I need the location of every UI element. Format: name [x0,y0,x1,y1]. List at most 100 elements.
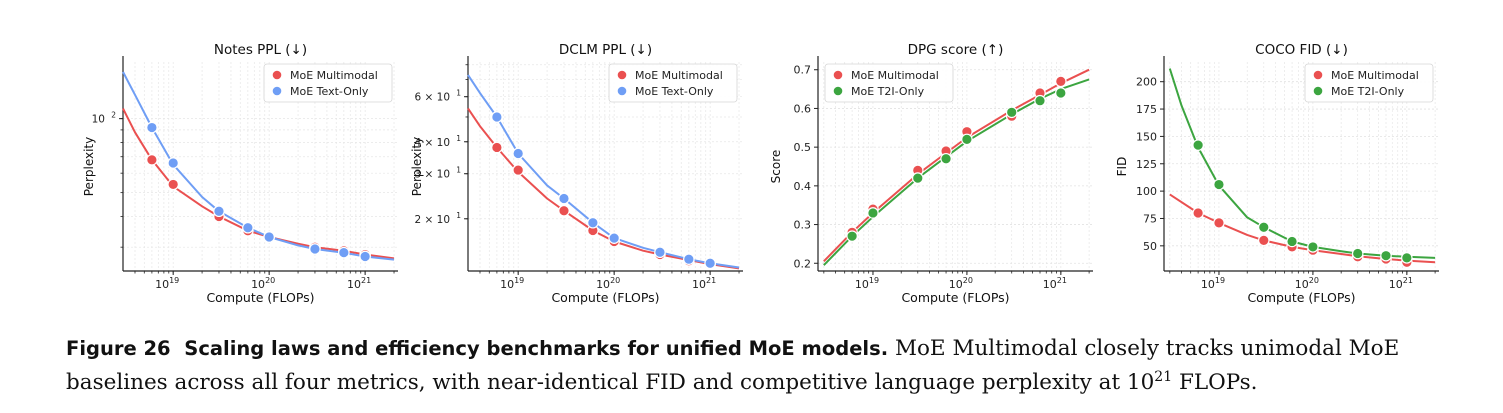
y-tick-exponent: 1 [456,89,461,98]
x-tick-exponent: 19 [169,276,179,285]
y-axis-label: Perplexity [410,137,424,197]
data-point-2 [1034,94,1046,107]
y-tick-exponent: 1 [456,134,461,143]
x-tick-exponent: 19 [1215,276,1225,285]
chart-title: DCLM PPL (↓) [559,42,652,58]
data-point-2 [242,221,254,234]
legend-marker [616,85,628,97]
data-point-2 [491,111,503,123]
data-point-1 [146,154,158,166]
y-tick-label: 4 × 10 1 [414,134,461,149]
x-tick-exponent: 20 [1309,276,1319,285]
x-tick-exponent: 20 [963,276,973,285]
y-tick-exponent: 1 [456,211,461,220]
x-tick-exponent: 21 [361,276,371,285]
data-point-2 [683,253,695,266]
data-point-2 [512,147,524,160]
data-point-2 [1055,87,1067,99]
y-tick-label: 0.3 [794,219,812,232]
data-point-2 [309,243,321,255]
data-point-2 [846,230,858,242]
legend-label: MoE T2I-Only [851,85,925,98]
x-tick-label: 1019 [1201,276,1225,291]
figure-caption: Figure 26 Scaling laws and efficiency be… [66,334,1476,397]
legend-label: MoE T2I-Only [1331,85,1405,98]
data-point-2 [1005,106,1018,119]
y-tick-label: 3 × 10 1 [414,166,461,181]
legend-label: MoE Text-Only [635,85,714,98]
x-tick-label: 1020 [596,276,620,291]
legend-box [1304,63,1434,103]
x-tick-exponent: 19 [869,276,879,285]
chart-panel-4: 1019 1020 1021 50 75 100 125 150 175 200 COCO FID … [1115,42,1439,305]
caption-exponent: 21 [1154,369,1173,385]
y-tick-label: 100 [1136,185,1157,198]
data-point-2 [911,172,924,184]
y-tick-label: 125 [1136,158,1157,171]
legend-marker [1312,85,1324,97]
y-tick-label: 0.7 [794,64,812,77]
chart-title: COCO FID (↓) [1255,42,1348,58]
x-axis-label: Compute (FLOPs) [901,290,1009,305]
chart-panel-1: 1019 1020 1021 10 2 Notes PPL (↓) Compute (FLO… [82,42,398,305]
x-tick-exponent: 21 [706,276,716,285]
data-point-2 [961,133,973,146]
data-point-1 [491,141,503,154]
x-axis-label: Compute (FLOPs) [551,290,659,305]
y-tick-label: 175 [1136,103,1157,116]
data-point-2 [213,205,225,218]
data-point-2 [1401,252,1413,264]
x-tick-exponent: 20 [610,276,620,285]
legend-marker [1312,69,1324,81]
legend-marker [271,69,283,81]
x-tick-exponent: 21 [1403,276,1413,285]
legend-label: MoE Multimodal [1331,69,1419,82]
caption-text-end: FLOPs. [1172,370,1258,396]
data-point-2 [146,121,158,134]
data-point-2 [558,192,570,205]
chart-panel-3: 1019 1020 1021 0.2 0.3 0.4 0.5 0.6 0.7 DPG score … [769,42,1093,305]
fit-curve [467,107,740,270]
legend-label: MoE Multimodal [851,69,939,82]
data-point-2 [1192,139,1204,151]
legend-box [608,63,738,103]
data-point-2 [1307,241,1319,253]
x-tick-label: 1020 [1295,276,1319,291]
legend-box [263,63,393,103]
data-point-1 [558,204,570,217]
legend-marker [832,85,844,97]
data-point-2 [940,152,952,165]
data-point-2 [167,157,179,169]
data-point-1 [512,164,524,176]
x-tick-exponent: 20 [265,276,275,285]
data-point-1 [1055,75,1067,88]
y-tick-label: 2 × 10 1 [414,211,461,226]
x-tick-label: 1021 [692,276,716,291]
x-tick-label: 1021 [1389,276,1413,291]
data-point-2 [1286,235,1298,248]
data-point-2 [359,250,371,263]
fit-curve [1169,193,1436,264]
x-tick-label: 1021 [347,276,371,291]
caption-label: Figure 26 [66,337,171,360]
y-axis-label: FID [1115,157,1129,177]
legend-label: MoE Multimodal [635,69,723,82]
data-point-1 [167,178,179,191]
chart-title: DPG score (↑) [908,42,1004,58]
data-point-1 [1192,207,1204,219]
data-point-2 [1257,221,1270,234]
y-axis-label: Perplexity [82,137,96,197]
y-tick-exponent: 1 [456,166,461,175]
data-point-2 [1213,178,1225,191]
y-axis-label: Score [769,150,783,184]
y-tick-label: 6 × 10 1 [414,89,461,104]
x-tick-exponent: 21 [1057,276,1067,285]
data-point-2 [608,232,620,244]
y-tick-label: 0.4 [794,180,812,193]
y-tick-label: 0.2 [794,257,812,270]
data-point-2 [704,257,716,270]
caption-bold-title: Scaling laws and efficiency benchmarks f… [184,337,889,360]
x-tick-label: 1019 [155,276,179,291]
fit-curve [823,78,1090,266]
x-axis-label: Compute (FLOPs) [206,290,314,305]
